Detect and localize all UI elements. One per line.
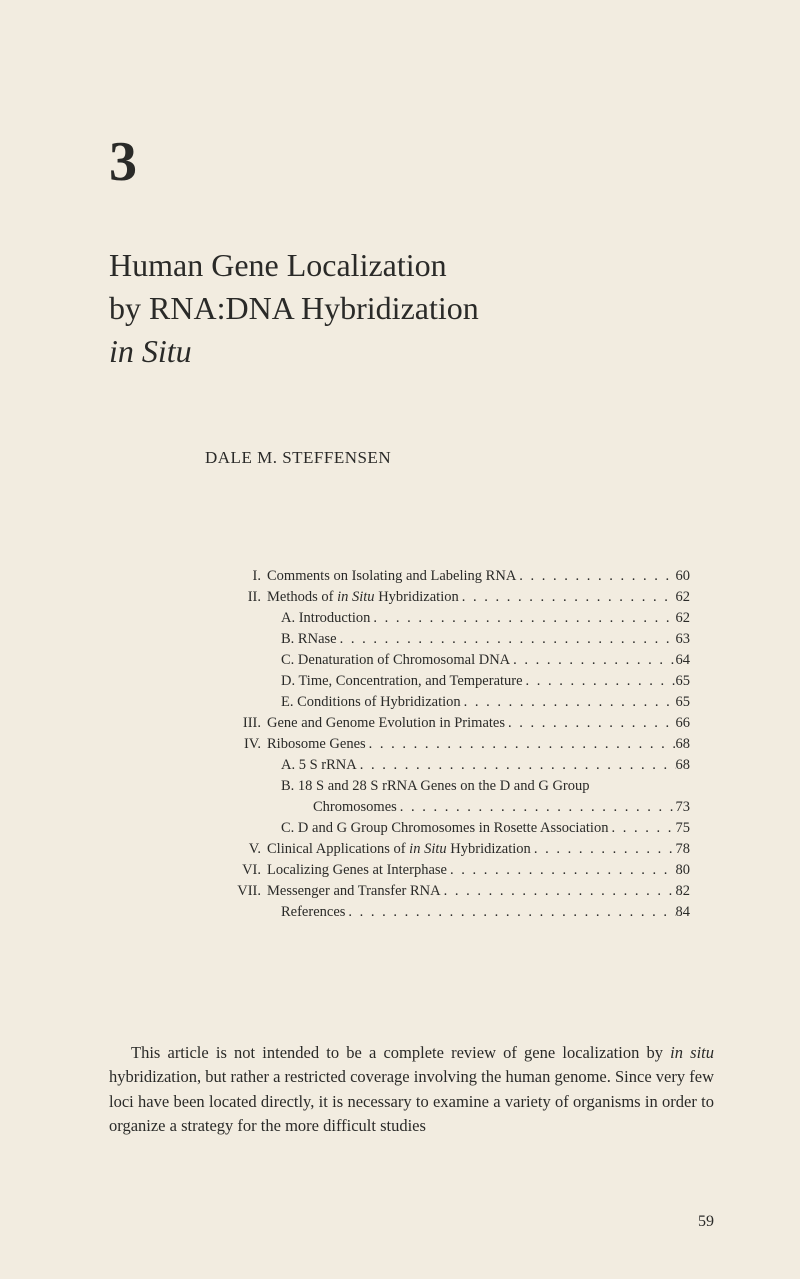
toc-row: A. 5 S rRNA. . . . . . . . . . . . . . .… bbox=[235, 755, 690, 776]
toc-row: VI.Localizing Genes at Interphase. . . .… bbox=[235, 860, 690, 881]
toc-page: 65 bbox=[676, 671, 691, 692]
page-number: 59 bbox=[698, 1213, 714, 1231]
toc-leader-dots: . . . . . . . . . . . . . . . . . . . . … bbox=[516, 566, 675, 587]
toc-row: C. D and G Group Chromosomes in Rosette … bbox=[235, 818, 690, 839]
intro-text-2: hybridization, but rather a restricted c… bbox=[109, 1067, 714, 1135]
toc-page: 78 bbox=[676, 839, 691, 860]
toc-leader-dots: . . . . . . . . . . . . . . . . . . . . … bbox=[397, 797, 676, 818]
toc-leader-dots: . . . . . . . . . . . . . . . . . . . . … bbox=[531, 839, 676, 860]
toc-leader-dots: . . . . . . . . . . . . . . . . . . . . … bbox=[461, 692, 676, 713]
title-line-1: Human Gene Localization bbox=[109, 244, 720, 287]
toc-roman: I. bbox=[235, 566, 267, 587]
table-of-contents: I.Comments on Isolating and Labeling RNA… bbox=[235, 566, 690, 923]
toc-page: 68 bbox=[676, 755, 691, 776]
toc-label: Methods of in Situ Hybridization bbox=[267, 587, 459, 608]
intro-text-1: This article is not intended to be a com… bbox=[131, 1043, 670, 1062]
toc-leader-dots: . . . . . . . . . . . . . . . . . . . . … bbox=[608, 818, 675, 839]
toc-page: 68 bbox=[676, 734, 691, 755]
toc-row: B. RNase. . . . . . . . . . . . . . . . … bbox=[235, 629, 690, 650]
chapter-title: Human Gene Localization by RNA:DNA Hybri… bbox=[109, 244, 720, 374]
toc-label: Clinical Applications of in Situ Hybridi… bbox=[267, 839, 531, 860]
toc-row: V.Clinical Applications of in Situ Hybri… bbox=[235, 839, 690, 860]
toc-leader-dots: . . . . . . . . . . . . . . . . . . . . … bbox=[447, 860, 676, 881]
toc-label: B. 18 S and 28 S rRNA Genes on the D and… bbox=[267, 776, 590, 797]
toc-row: D. Time, Concentration, and Temperature.… bbox=[235, 671, 690, 692]
toc-leader-dots: . . . . . . . . . . . . . . . . . . . . … bbox=[441, 881, 676, 902]
toc-page: 63 bbox=[676, 629, 691, 650]
toc-roman: VII. bbox=[235, 881, 267, 902]
toc-row: III.Gene and Genome Evolution in Primate… bbox=[235, 713, 690, 734]
toc-label: E. Conditions of Hybridization bbox=[267, 692, 461, 713]
toc-row: A. Introduction. . . . . . . . . . . . .… bbox=[235, 608, 690, 629]
toc-row: Chromosomes. . . . . . . . . . . . . . .… bbox=[235, 797, 690, 818]
toc-page: 80 bbox=[676, 860, 691, 881]
title-line-2: by RNA:DNA Hybridization bbox=[109, 287, 720, 330]
toc-page: 64 bbox=[676, 650, 691, 671]
intro-paragraph: This article is not intended to be a com… bbox=[109, 1041, 714, 1139]
toc-label: A. 5 S rRNA bbox=[267, 755, 357, 776]
toc-leader-dots: . . . . . . . . . . . . . . . . . . . . … bbox=[366, 734, 676, 755]
toc-label: B. RNase bbox=[267, 629, 337, 650]
toc-row: E. Conditions of Hybridization. . . . . … bbox=[235, 692, 690, 713]
toc-label: Gene and Genome Evolution in Primates bbox=[267, 713, 505, 734]
toc-page: 66 bbox=[676, 713, 691, 734]
toc-row: B. 18 S and 28 S rRNA Genes on the D and… bbox=[235, 776, 690, 797]
toc-page: 84 bbox=[676, 902, 691, 923]
toc-leader-dots: . . . . . . . . . . . . . . . . . . . . … bbox=[337, 629, 676, 650]
toc-label: A. Introduction bbox=[267, 608, 370, 629]
toc-leader-dots: . . . . . . . . . . . . . . . . . . . . … bbox=[505, 713, 676, 734]
toc-roman: II. bbox=[235, 587, 267, 608]
toc-row: IV.Ribosome Genes. . . . . . . . . . . .… bbox=[235, 734, 690, 755]
toc-page: 62 bbox=[676, 608, 691, 629]
toc-leader-dots: . . . . . . . . . . . . . . . . . . . . … bbox=[459, 587, 676, 608]
toc-roman: III. bbox=[235, 713, 267, 734]
toc-row: I.Comments on Isolating and Labeling RNA… bbox=[235, 566, 690, 587]
title-line-3: in Situ bbox=[109, 330, 720, 373]
toc-label: Comments on Isolating and Labeling RNA bbox=[267, 566, 516, 587]
toc-page: 62 bbox=[676, 587, 691, 608]
toc-label: C. D and G Group Chromosomes in Rosette … bbox=[267, 818, 608, 839]
page: 3 Human Gene Localization by RNA:DNA Hyb… bbox=[0, 0, 800, 1198]
toc-label: Localizing Genes at Interphase bbox=[267, 860, 447, 881]
author-name: DALE M. STEFFENSEN bbox=[205, 448, 720, 468]
toc-label: D. Time, Concentration, and Temperature bbox=[267, 671, 523, 692]
toc-row: C. Denaturation of Chromosomal DNA. . . … bbox=[235, 650, 690, 671]
chapter-number: 3 bbox=[109, 130, 720, 194]
toc-page: 75 bbox=[676, 818, 691, 839]
intro-italic-1: in situ bbox=[670, 1043, 714, 1062]
toc-leader-dots: . . . . . . . . . . . . . . . . . . . . … bbox=[345, 902, 675, 923]
toc-label: Chromosomes bbox=[267, 797, 397, 818]
toc-label: Ribosome Genes bbox=[267, 734, 366, 755]
toc-leader-dots: . . . . . . . . . . . . . . . . . . . . … bbox=[510, 650, 675, 671]
toc-roman: V. bbox=[235, 839, 267, 860]
toc-page: 60 bbox=[676, 566, 691, 587]
toc-label: Messenger and Transfer RNA bbox=[267, 881, 441, 902]
toc-row: References. . . . . . . . . . . . . . . … bbox=[235, 902, 690, 923]
toc-label: References bbox=[267, 902, 345, 923]
toc-leader-dots: . . . . . . . . . . . . . . . . . . . . … bbox=[370, 608, 675, 629]
toc-page: 65 bbox=[676, 692, 691, 713]
toc-roman: IV. bbox=[235, 734, 267, 755]
toc-page: 82 bbox=[676, 881, 691, 902]
toc-leader-dots: . . . . . . . . . . . . . . . . . . . . … bbox=[357, 755, 676, 776]
toc-roman: VI. bbox=[235, 860, 267, 881]
toc-label: C. Denaturation of Chromosomal DNA bbox=[267, 650, 510, 671]
toc-row: VII.Messenger and Transfer RNA. . . . . … bbox=[235, 881, 690, 902]
toc-leader-dots: . . . . . . . . . . . . . . . . . . . . … bbox=[523, 671, 676, 692]
toc-page: 73 bbox=[676, 797, 691, 818]
toc-row: II.Methods of in Situ Hybridization. . .… bbox=[235, 587, 690, 608]
